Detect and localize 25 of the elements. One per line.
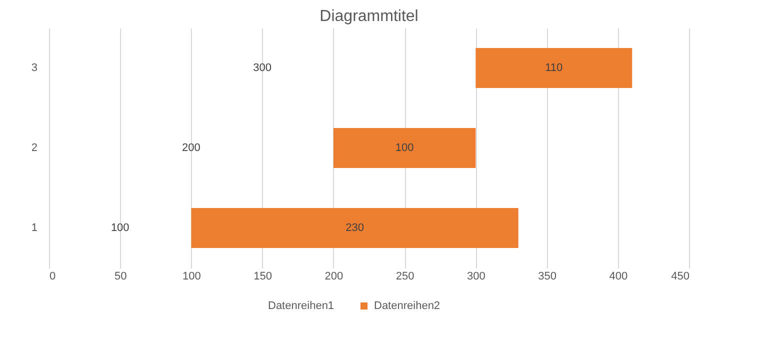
x-tick-label: 50	[114, 270, 127, 282]
y-tick-label: 2	[31, 142, 38, 154]
text: Datenreihen1	[268, 300, 334, 312]
data-label: 110	[545, 62, 563, 74]
y-tick-label: 1	[31, 222, 38, 234]
annotation: 300	[253, 62, 272, 74]
annotation: 100	[110, 222, 130, 234]
annotation: 200	[182, 142, 200, 154]
x-tick-label: 250	[396, 270, 414, 282]
data-label: 230	[346, 222, 364, 234]
x-tick-label: 100	[182, 270, 201, 282]
bar	[333, 128, 476, 168]
data-label: 100	[395, 142, 414, 154]
legend-label: Datenreihen2	[374, 300, 440, 312]
bar	[476, 48, 632, 88]
x-tick-label: 200	[324, 270, 344, 282]
bar	[191, 208, 518, 248]
chart-title: Diagrammtitel	[320, 8, 418, 25]
y-tick-label: 3	[31, 62, 38, 74]
x-tick-label: 450	[671, 270, 690, 282]
x-tick-label: 0	[50, 270, 56, 282]
x-tick-label: 150	[254, 270, 272, 282]
x-tick-label: 400	[609, 270, 628, 282]
x-tick-label: 300	[466, 270, 486, 282]
x-tick-label: 350	[538, 270, 556, 282]
